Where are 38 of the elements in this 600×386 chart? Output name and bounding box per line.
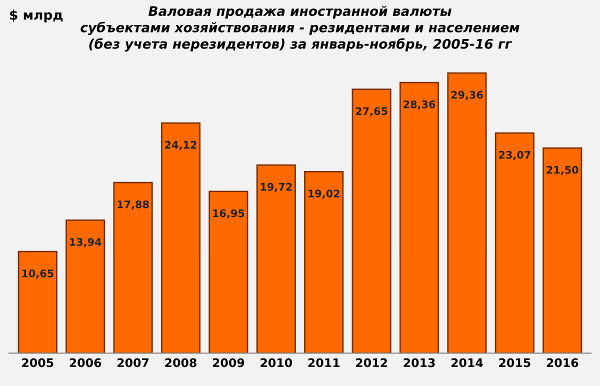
x-tick-label: 2011 (308, 358, 340, 368)
bar (256, 164, 296, 354)
data-label: 16,95 (213, 209, 244, 219)
bar (399, 82, 440, 354)
data-label: 27,65 (356, 107, 388, 116)
data-label: 28,36 (404, 100, 436, 110)
data-label: 23,07 (499, 150, 530, 160)
data-label: 10,65 (22, 269, 54, 279)
data-label: 21,50 (546, 166, 578, 176)
x-tick-label: 2012 (356, 358, 387, 368)
x-tick-label: 2007 (118, 358, 149, 368)
x-tick-label: 2016 (546, 358, 578, 368)
bar (66, 219, 106, 354)
data-label: 13,94 (70, 238, 102, 248)
x-tick-label: 2015 (499, 358, 530, 368)
x-tick-label: 2013 (404, 358, 435, 368)
bar (304, 171, 344, 354)
x-tick-label: 2008 (165, 358, 196, 368)
x-tick-label: 2006 (70, 358, 102, 368)
bar (113, 182, 153, 354)
bar (208, 190, 248, 354)
bar (494, 132, 534, 354)
x-tick-label: 2010 (260, 358, 292, 368)
bar (160, 122, 201, 354)
bar (447, 72, 487, 354)
x-tick-label: 2014 (451, 358, 483, 368)
x-tick-label: 2005 (22, 358, 54, 368)
chart-title: Валовая продажа иностранной валюты субъектами хозяйствования - резидентами и населением (без учета нерезидентов) за январь-ноябрь, 2005-16 гг (80, 6, 520, 52)
data-label: 19,02 (308, 190, 340, 199)
data-label: 19,72 (260, 182, 292, 192)
y-axis-title: $ млрд (10, 10, 63, 22)
data-label: 24,12 (165, 140, 196, 150)
bar (542, 147, 582, 354)
bar (352, 88, 392, 354)
data-label: 29,36 (451, 90, 483, 100)
data-label: 17,88 (118, 200, 149, 210)
bar (18, 250, 58, 354)
x-tick-label: 2009 (212, 358, 244, 368)
